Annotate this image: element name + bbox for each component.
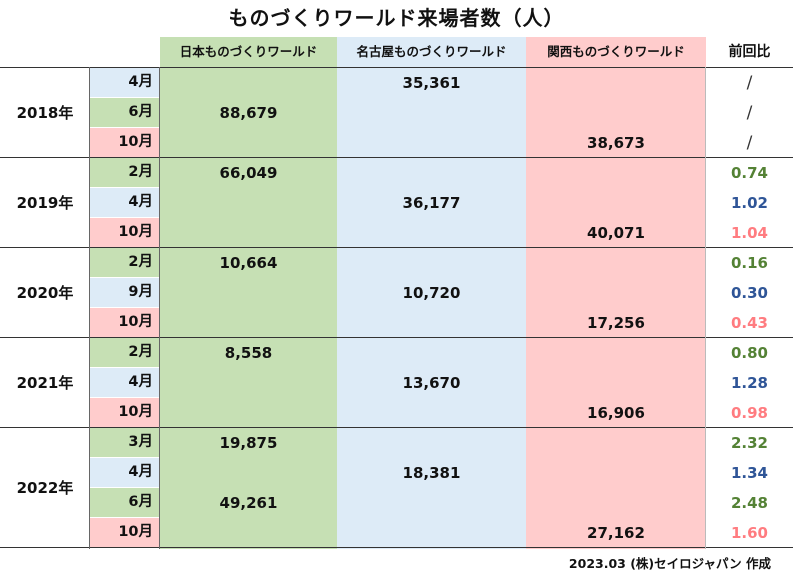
- ratio-value: 1.60: [730, 524, 768, 542]
- year-label: 2019年: [16, 194, 74, 212]
- visitor-count: 66,049: [219, 164, 278, 182]
- vertical-divider: [705, 67, 706, 549]
- month-label: 4月: [90, 458, 159, 487]
- month-label: 10月: [90, 518, 159, 547]
- visitor-count: 40,071: [587, 224, 645, 242]
- ratio-value: /: [746, 103, 753, 123]
- month-label: 10月: [90, 128, 159, 157]
- month-label: 3月: [90, 428, 159, 457]
- year-separator: [0, 337, 793, 338]
- visitor-count: 10,720: [402, 284, 461, 302]
- year-label: 2020年: [16, 284, 74, 302]
- year-label: 2022年: [16, 479, 74, 497]
- visitor-count: 13,670: [402, 374, 461, 392]
- vertical-divider: [89, 67, 90, 549]
- visitor-count: 27,162: [587, 524, 645, 542]
- visitor-count: 8,558: [224, 344, 273, 362]
- column-band-nihon: [160, 67, 337, 549]
- month-label: 6月: [90, 488, 159, 517]
- month-label: 9月: [90, 278, 159, 307]
- header-ratio: 前回比: [706, 37, 793, 67]
- ratio-value: 0.74: [730, 164, 768, 182]
- header-kansai: 関西ものづくりワールド: [526, 37, 706, 67]
- visitor-count: 36,177: [402, 194, 461, 212]
- year-separator: [0, 547, 793, 548]
- ratio-value: /: [746, 133, 753, 153]
- year-separator: [0, 427, 793, 428]
- header-separator: [0, 67, 793, 68]
- ratio-value: 1.28: [730, 374, 768, 392]
- month-label: 4月: [90, 368, 159, 397]
- header-nihon: 日本ものづくりワールド: [160, 37, 337, 67]
- vertical-divider: [159, 67, 160, 549]
- month-label: 4月: [90, 68, 159, 97]
- month-label: 2月: [90, 338, 159, 367]
- visitor-count: 17,256: [587, 314, 645, 332]
- visitor-count: 19,875: [219, 434, 278, 452]
- ratio-value: 2.32: [730, 434, 768, 452]
- ratio-value: 0.80: [730, 344, 768, 362]
- ratio-value: 0.43: [730, 314, 768, 332]
- header-nagoya: 名古屋ものづくりワールド: [337, 37, 526, 67]
- ratio-value: 0.16: [730, 254, 768, 272]
- ratio-value: 2.48: [730, 494, 768, 512]
- ratio-value: 1.02: [730, 194, 768, 212]
- year-separator: [0, 157, 793, 158]
- month-label: 2月: [90, 158, 159, 187]
- year-label: 2021年: [16, 374, 74, 392]
- month-label: 2月: [90, 248, 159, 277]
- visitor-count: 18,381: [402, 464, 461, 482]
- ratio-value: /: [746, 73, 753, 93]
- ratio-value: 1.34: [730, 464, 768, 482]
- footer-credit: 2023.03 (株)セイロジャパン 作成: [568, 556, 771, 571]
- column-band-nagoya: [337, 67, 526, 549]
- visitor-count: 35,361: [402, 74, 461, 92]
- column-band-kansai: [526, 67, 706, 549]
- visitor-count: 49,261: [219, 494, 278, 512]
- visitor-count: 10,664: [219, 254, 278, 272]
- visitor-count: 38,673: [587, 134, 645, 152]
- month-label: 10月: [90, 398, 159, 427]
- ratio-value: 0.98: [730, 404, 768, 422]
- year-label: 2018年: [16, 104, 74, 122]
- page-title: ものづくりワールド来場者数（人）: [228, 6, 565, 30]
- month-label: 6月: [90, 98, 159, 127]
- ratio-value: 1.04: [730, 224, 768, 242]
- visitor-count: 16,906: [587, 404, 645, 422]
- month-label: 10月: [90, 218, 159, 247]
- visitor-count: 88,679: [219, 104, 278, 122]
- ratio-value: 0.30: [730, 284, 768, 302]
- year-separator: [0, 247, 793, 248]
- month-label: 4月: [90, 188, 159, 217]
- month-label: 10月: [90, 308, 159, 337]
